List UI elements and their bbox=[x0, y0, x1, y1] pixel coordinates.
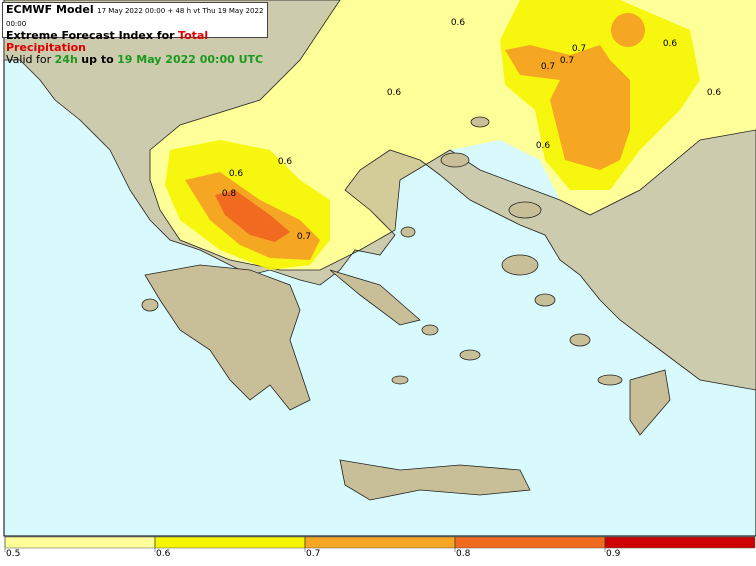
islands bbox=[141, 116, 623, 386]
contour-labels: 0.6 0.6 0.7 0.7 0.7 0.6 0.6 0.6 0.6 0.6 0.8 0.7 bbox=[222, 18, 722, 242]
colorbar-label: 0.7 bbox=[306, 549, 320, 559]
precip-dark bbox=[215, 190, 290, 242]
contour-label: 0.7 bbox=[541, 62, 555, 72]
peloponnese bbox=[144, 264, 311, 411]
colorbar-segment bbox=[4, 536, 156, 549]
contour-label: 0.7 bbox=[572, 44, 586, 54]
rhodes bbox=[629, 369, 671, 436]
colorbar-segment bbox=[454, 536, 606, 549]
colorbar-segment bbox=[154, 536, 306, 549]
contour-label: 0.7 bbox=[297, 232, 311, 242]
colorbar-label: 0.9 bbox=[606, 549, 621, 559]
contour-label: 0.7 bbox=[560, 56, 574, 66]
valid-time: 19 May 2022 00:00 UTC bbox=[117, 53, 264, 66]
colorbar-label: 0.8 bbox=[456, 549, 471, 559]
contour-label: 0.6 bbox=[278, 157, 293, 167]
contour-label: 0.6 bbox=[229, 169, 244, 179]
header: ECMWF Model 17 May 2022 00:00 + 48 h vt … bbox=[2, 2, 268, 66]
euboea bbox=[329, 269, 421, 326]
parameter: Total Precipitation bbox=[6, 29, 209, 54]
contour-label: 0.6 bbox=[536, 141, 551, 151]
title-prefix: Extreme Forecast Index for bbox=[6, 29, 175, 42]
colorbar-segment bbox=[304, 536, 456, 549]
contour-label: 0.6 bbox=[663, 39, 678, 49]
valid-prefix: Valid for bbox=[6, 53, 52, 66]
colorbar-segment bbox=[604, 536, 756, 549]
contour-label: 0.6 bbox=[451, 18, 466, 28]
crete bbox=[339, 459, 531, 501]
contour-label: 0.8 bbox=[222, 189, 237, 199]
contour-label: 0.6 bbox=[707, 88, 722, 98]
colorbar-label: 0.5 bbox=[6, 549, 20, 559]
model: ECMWF Model bbox=[6, 3, 94, 16]
colorbar: 0.5 0.6 0.7 0.8 0.9 bbox=[4, 536, 756, 559]
contour-label: 0.6 bbox=[387, 88, 402, 98]
colorbar-label: 0.6 bbox=[156, 549, 171, 559]
period: 24h bbox=[54, 53, 78, 66]
run-info: 17 May 2022 00:00 + 48 h vt Thu 19 May 2… bbox=[6, 7, 264, 28]
up-to: up to bbox=[81, 53, 114, 66]
